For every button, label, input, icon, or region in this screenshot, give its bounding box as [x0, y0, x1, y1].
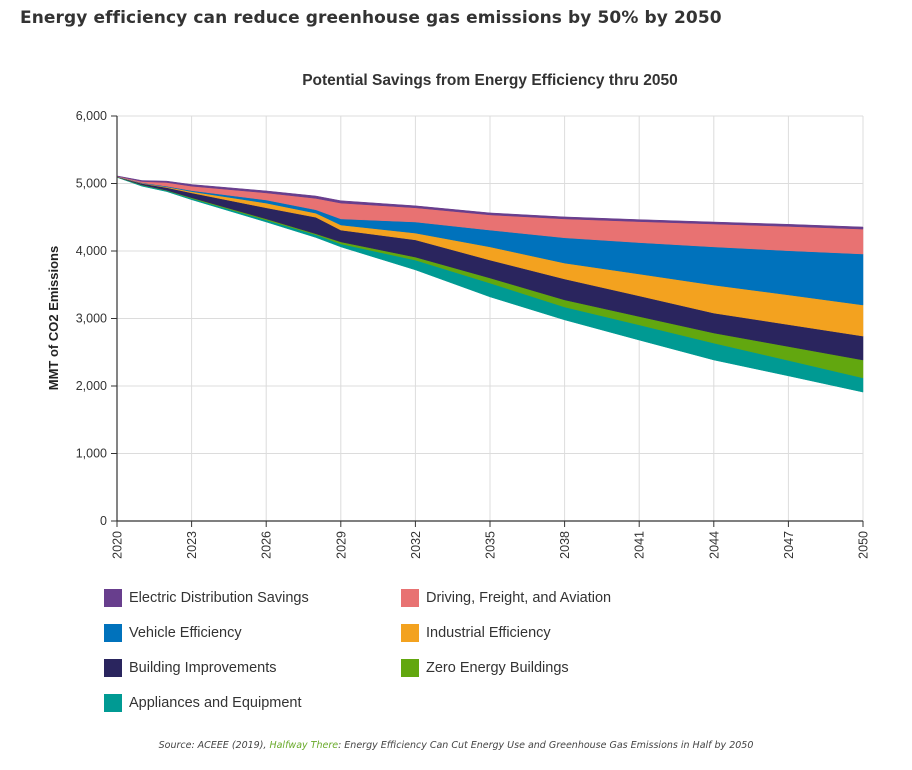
- legend-item-building-improvements[interactable]: Building Improvements: [104, 659, 277, 677]
- x-tick-label: 2035: [484, 531, 498, 559]
- area-electric-distribution-savings: [116, 175, 864, 230]
- gridlines: [117, 115, 864, 521]
- chart-title: Potential Savings from Energy Efficiency…: [302, 72, 678, 89]
- y-tick-label: 2,000: [76, 379, 107, 393]
- legend-label: Building Improvements: [129, 660, 277, 676]
- x-tick-label: 2050: [857, 531, 871, 559]
- legend-swatch: [401, 589, 419, 607]
- source-prefix: Source: ACEEE (2019),: [158, 740, 270, 751]
- legend-swatch: [104, 659, 122, 677]
- source-suffix: : Energy Efficiency Can Cut Energy Use a…: [338, 740, 754, 751]
- legend-item-vehicle-efficiency[interactable]: Vehicle Efficiency: [104, 624, 242, 642]
- x-tick-label: 2020: [111, 531, 125, 559]
- x-tick-label: 2041: [633, 531, 647, 559]
- area-chart: 0 1,000 2,000 3,000 4,000 5,000 6,000 2020 2023 2…: [46, 109, 871, 559]
- legend-swatch: [401, 659, 419, 677]
- legend-item-industrial-efficiency[interactable]: Industrial Efficiency: [401, 624, 551, 642]
- legend-item-appliances-and-equipment[interactable]: Appliances and Equipment: [104, 694, 302, 712]
- legend-label: Industrial Efficiency: [426, 625, 551, 641]
- x-tick-label: 2032: [409, 531, 423, 559]
- y-tick-label: 1,000: [76, 447, 107, 461]
- x-tick-label: 2026: [260, 531, 274, 559]
- source-note: Source: ACEEE (2019), Halfway There: Ene…: [0, 740, 912, 751]
- legend-label: Vehicle Efficiency: [129, 625, 242, 641]
- legend-label: Zero Energy Buildings: [426, 660, 569, 676]
- axes: 0 1,000 2,000 3,000 4,000 5,000 6,000 2020 2023 2…: [76, 109, 871, 559]
- headline: Energy efficiency can reduce greenhouse …: [20, 8, 722, 28]
- legend-label: Driving, Freight, and Aviation: [426, 590, 612, 606]
- legend-label: Electric Distribution Savings: [129, 590, 309, 606]
- x-tick-label: 2038: [558, 531, 572, 559]
- y-axis-title: MMT of CO2 Emissions: [46, 246, 61, 390]
- x-tick-label: 2023: [185, 531, 199, 559]
- stacked-areas: [116, 175, 864, 393]
- legend-item-driving-freight-and-aviation[interactable]: Driving, Freight, and Aviation: [401, 589, 611, 607]
- y-tick-label: 3,000: [76, 312, 107, 326]
- y-tick-label: 4,000: [76, 244, 107, 258]
- y-tick-label: 6,000: [76, 109, 107, 123]
- y-tick-label: 5,000: [76, 177, 107, 191]
- x-tick-label: 2044: [707, 531, 721, 559]
- legend-item-zero-energy-buildings[interactable]: Zero Energy Buildings: [401, 659, 569, 677]
- legend-swatch: [104, 624, 122, 642]
- y-tick-label: 0: [100, 514, 107, 528]
- legend-swatch: [104, 694, 122, 712]
- source-link[interactable]: Halfway There: [269, 740, 339, 751]
- legend-swatch: [401, 624, 419, 642]
- legend-item-electric-distribution-savings[interactable]: Electric Distribution Savings: [104, 589, 309, 607]
- legend-swatch: [104, 589, 122, 607]
- legend-label: Appliances and Equipment: [129, 695, 302, 711]
- x-tick-label: 2047: [782, 531, 796, 559]
- x-tick-label: 2029: [334, 531, 348, 559]
